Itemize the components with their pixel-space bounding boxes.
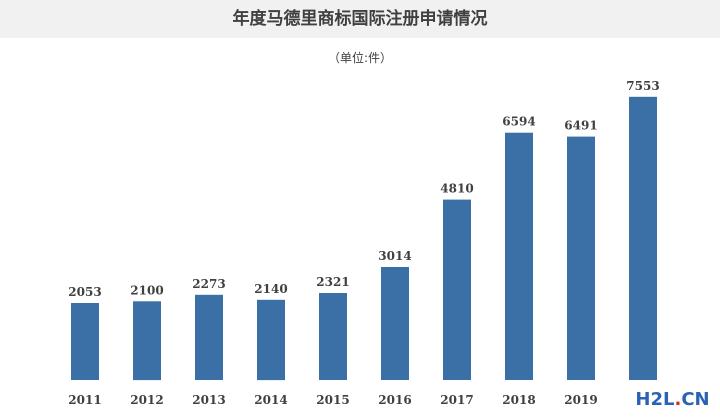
- watermark-logo: H2L.CN: [625, 382, 720, 417]
- x-tick-label-2013: 2013: [192, 393, 225, 407]
- x-tick-label-2016: 2016: [378, 393, 411, 407]
- bar-2011: [71, 303, 99, 380]
- chart-subtitle: （单位:件）: [327, 51, 393, 65]
- watermark-part3: CN: [681, 389, 710, 410]
- bar-2018: [505, 132, 533, 380]
- value-labels-group: 2053 2100 2273 2140 2321 3014 4810 6594 6491 7553: [68, 79, 659, 299]
- x-tick-label-2011: 2011: [68, 393, 101, 407]
- watermark-text: H2L.CN: [625, 382, 720, 417]
- chart-title: 年度马德里商标国际注册申请情况: [232, 9, 488, 29]
- bar-2019: [567, 136, 595, 380]
- value-label-2019: 6491: [564, 119, 597, 133]
- value-label-2018: 6594: [502, 115, 535, 129]
- x-tick-label-2017: 2017: [440, 393, 473, 407]
- bar-2014: [257, 299, 285, 381]
- x-tick-label-2012: 2012: [130, 393, 163, 407]
- value-label-2012: 2100: [130, 283, 163, 297]
- bar-2015: [319, 293, 347, 380]
- value-label-2013: 2273: [192, 277, 225, 291]
- value-label-2014: 2140: [254, 282, 287, 296]
- x-tick-label-2018: 2018: [502, 393, 535, 407]
- watermark-part1: H2L: [635, 389, 675, 410]
- x-tick-label-2015: 2015: [316, 393, 349, 407]
- x-tick-label-2019: 2019: [564, 393, 597, 407]
- x-tick-label-2014: 2014: [254, 393, 287, 407]
- bar-2016: [381, 267, 409, 380]
- bar-2020: [629, 96, 657, 381]
- value-label-2020: 7553: [626, 79, 659, 93]
- value-label-2011: 2053: [68, 285, 101, 299]
- bar-2017: [443, 199, 471, 380]
- value-label-2016: 3014: [378, 249, 411, 263]
- title-band: [0, 0, 720, 38]
- value-label-2015: 2321: [316, 275, 349, 289]
- watermark-part2: .: [674, 389, 682, 410]
- bar-2012: [133, 301, 161, 381]
- bars-group: [71, 96, 657, 381]
- x-tick-labels-group: 2011201220132014201520162017201820192020: [68, 393, 659, 407]
- bar-2013: [195, 294, 223, 380]
- value-label-2017: 4810: [440, 182, 473, 196]
